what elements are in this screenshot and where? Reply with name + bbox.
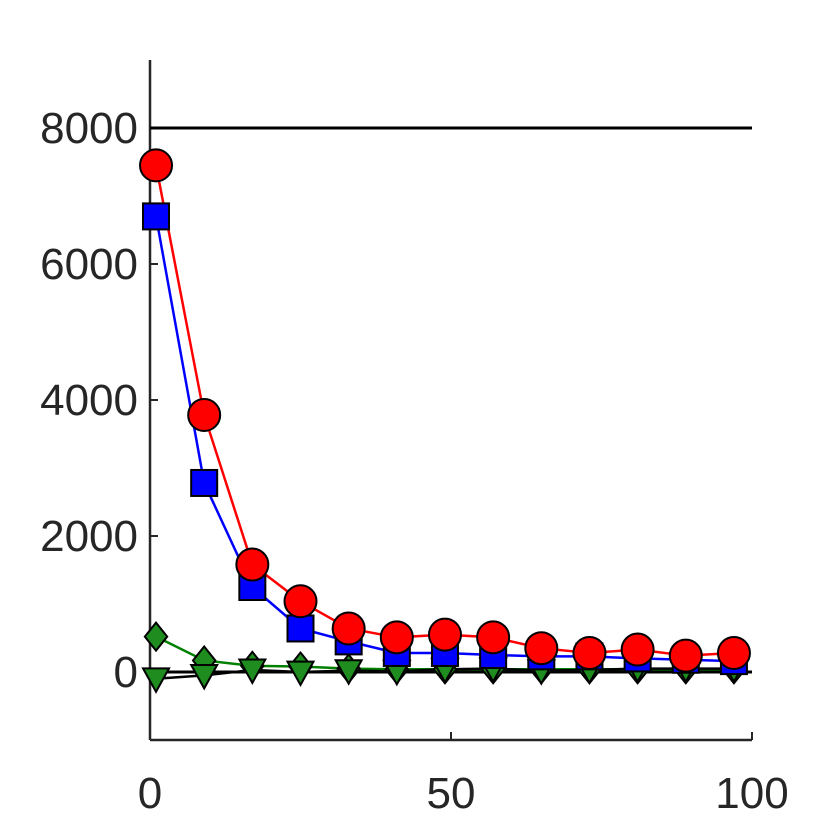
series-lines [154,165,735,681]
square-marker [190,468,219,497]
y-tick-label: 0 [114,648,138,697]
circle-marker [379,620,414,655]
circle-marker [476,620,511,655]
circle-marker [235,547,270,582]
circle-marker [524,631,559,666]
series-markers [139,148,751,694]
y-tick-label: 8000 [40,104,138,153]
y-tick-label: 2000 [40,512,138,561]
y-tick-label: 6000 [40,240,138,289]
circle-marker [187,397,222,432]
triangle-down-marker [333,659,364,686]
triangle-down-marker [237,658,268,686]
y-tick-label: 4000 [40,376,138,425]
tick-labels: 0 2000 4000 6000 8000 0 50 100 [40,104,789,818]
circle-marker [716,635,751,670]
x-tick-label: 100 [715,769,788,818]
square-marker [142,202,171,231]
x-tick-label: 0 [138,769,162,818]
circle-marker [572,635,607,670]
x-tick-label: 50 [427,769,476,818]
circle-marker [139,148,174,183]
square-marker [286,614,315,643]
diamond-marker [143,621,169,653]
circle-marker [427,617,462,652]
circle-marker [668,638,703,673]
triangle-down-marker [189,664,219,691]
triangle-down-marker [141,667,171,694]
circle-marker [620,632,655,667]
circle-marker [331,611,366,646]
circle-marker [283,584,318,619]
triangle-down-marker [285,660,316,688]
